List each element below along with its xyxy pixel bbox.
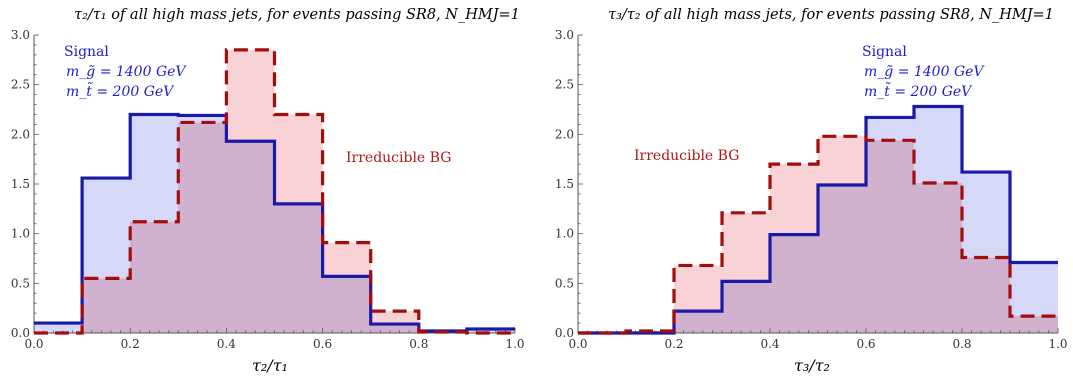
left-signal-label: Signal	[64, 44, 109, 60]
right-y-tick-label: 2.0	[555, 127, 574, 141]
right-histogram-panel: τ₃/τ₂ of all high mass jets, for events …	[555, 7, 1068, 375]
left-y-tick-label: 2.0	[11, 127, 30, 141]
right-x-tick-label: 0.8	[952, 337, 971, 351]
left-x-tick-label: 0.2	[121, 337, 140, 351]
left-gluino-mass-label: m_g̃ = 1400 GeV	[66, 64, 187, 80]
right-y-tick-label: 0.0	[555, 326, 574, 340]
left-y-tick-label: 0.0	[11, 326, 30, 340]
right-y-tick-label: 0.5	[555, 276, 574, 290]
left-x-tick-label: 0.8	[409, 337, 428, 351]
left-x-tick-label: 0.6	[313, 337, 332, 351]
right-background-line	[578, 134, 1058, 335]
left-background-label: Irreducible BG	[346, 150, 451, 166]
right-signal-annotation: Signal m_g̃ = 1400 GeV m_t̃ = 200 GeV	[862, 44, 985, 100]
right-x-tick-label: 0.6	[856, 337, 875, 351]
left-y-tick-label: 1.0	[11, 227, 30, 241]
right-x-tick-label: 0.4	[760, 337, 779, 351]
left-y-tick-label: 3.0	[11, 28, 30, 42]
right-y-tick-label: 1.0	[555, 227, 574, 241]
right-plot-area: 0.0 0.2 0.4 0.6 0.8 1.0 0.0 0.5 1.0 1.5 2.0 2.5 3.0	[555, 28, 1068, 351]
right-x-axis-label: τ₃/τ₂	[794, 356, 830, 375]
left-x-axis-label: τ₂/τ₁	[252, 356, 288, 375]
right-chart-title: τ₃/τ₂ of all high mass jets, for events …	[608, 7, 1054, 23]
right-y-tick-label: 1.5	[555, 177, 574, 191]
right-y-tick-label: 2.5	[555, 78, 574, 92]
left-x-tick-label: 1.0	[505, 337, 524, 351]
left-histogram-panel: τ₂/τ₁ of all high mass jets, for events …	[11, 7, 525, 375]
right-gluino-mass-label: m_g̃ = 1400 GeV	[864, 64, 985, 80]
right-x-tick-label: 1.0	[1048, 337, 1067, 351]
right-signal-label: Signal	[862, 44, 907, 60]
left-y-tick-label: 2.5	[11, 78, 30, 92]
left-x-tick-label: 0.0	[24, 337, 43, 351]
right-background-label: Irreducible BG	[634, 148, 739, 164]
right-stop-mass-label: m_t̃ = 200 GeV	[864, 81, 973, 100]
left-signal-annotation: Signal m_g̃ = 1400 GeV m_t̃ = 200 GeV	[64, 44, 187, 100]
left-plot-area: 0.0 0.2 0.4 0.6 0.8 1.0 0.0 0.5 1.0 1.5 2.0 2.5 3.0	[11, 28, 525, 351]
left-y-tick-label: 1.5	[11, 177, 30, 191]
left-background-line	[34, 48, 515, 335]
left-chart-title: τ₂/τ₁ of all high mass jets, for events …	[74, 7, 520, 23]
left-stop-mass-label: m_t̃ = 200 GeV	[66, 81, 175, 100]
left-y-tick-label: 0.5	[11, 276, 30, 290]
left-x-tick-label: 0.4	[217, 337, 236, 351]
right-y-tick-label: 3.0	[555, 28, 574, 42]
right-x-tick-label: 0.0	[568, 337, 587, 351]
right-x-tick-label: 0.2	[664, 337, 683, 351]
